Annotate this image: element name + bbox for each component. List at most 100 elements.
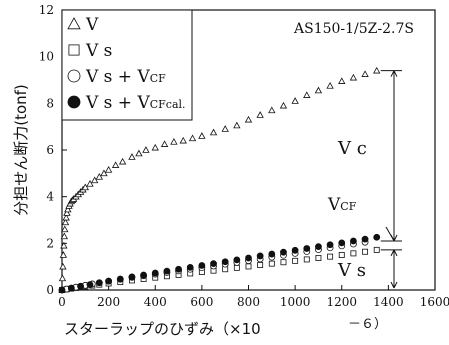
data-point-square bbox=[327, 253, 334, 260]
data-point-triangle bbox=[60, 232, 69, 240]
vc-arrow-top bbox=[390, 70, 395, 77]
data-point-square bbox=[373, 246, 380, 253]
data-point-square bbox=[362, 248, 369, 255]
series-triangle bbox=[58, 66, 381, 293]
data-point-square bbox=[315, 255, 322, 261]
data-point-triangle bbox=[361, 70, 369, 77]
annotation-vcf-subscript: CF bbox=[340, 200, 356, 213]
data-point-circle-filled bbox=[373, 233, 381, 241]
data-point-circle-filled bbox=[198, 262, 206, 269]
y-tick-label: 12 bbox=[39, 3, 54, 17]
data-point-triangle bbox=[59, 262, 67, 270]
y-axis-label: 分担せん断力(tonf) bbox=[12, 84, 30, 216]
y-tick-label: 2 bbox=[46, 236, 54, 250]
data-point-circle-filled bbox=[268, 250, 276, 258]
x-axis-label: スターラップのひずみ（×10 bbox=[64, 320, 261, 338]
data-point-square bbox=[268, 260, 275, 267]
data-point-triangle bbox=[61, 218, 70, 226]
data-point-circle-filled bbox=[350, 237, 357, 245]
y-tick-label: 10 bbox=[39, 50, 54, 64]
data-point-circle-filled bbox=[151, 269, 159, 277]
legend-marker-triangle bbox=[67, 17, 81, 30]
data-point-circle-filled bbox=[303, 245, 311, 252]
annotation-vcf: VCF bbox=[327, 195, 357, 215]
data-point-triangle bbox=[60, 241, 68, 249]
data-point-circle-filled bbox=[338, 239, 346, 247]
annotation-vc: V c bbox=[337, 138, 367, 159]
data-point-triangle bbox=[198, 132, 206, 139]
data-point-circle-filled bbox=[128, 273, 136, 281]
legend-marker-square bbox=[68, 44, 80, 56]
data-point-triangle bbox=[244, 115, 253, 123]
data-point-triangle bbox=[86, 180, 94, 187]
legend-box bbox=[61, 9, 193, 121]
vc-arrow-bottom-2 bbox=[393, 234, 398, 242]
data-point-square bbox=[303, 256, 310, 263]
data-point-circle-filled bbox=[221, 258, 229, 266]
data-point-triangle bbox=[314, 86, 323, 94]
x-tick-label: 1600 bbox=[420, 295, 449, 309]
chart-title: AS150-1/5Z-2.7S bbox=[293, 21, 414, 37]
data-point-triangle bbox=[268, 106, 276, 114]
data-point-circle-filled bbox=[116, 275, 124, 283]
data-point-square bbox=[280, 259, 287, 266]
data-point-triangle bbox=[59, 251, 68, 258]
data-point-triangle bbox=[111, 161, 120, 168]
data-point-square bbox=[292, 257, 299, 264]
y-tick-label: 6 bbox=[46, 143, 54, 157]
vc-arrow-top-2 bbox=[393, 70, 398, 77]
legend-label-subscript: CFcal. bbox=[150, 98, 186, 111]
y-tick-label: 8 bbox=[46, 96, 54, 110]
x-tick-label: 800 bbox=[237, 295, 260, 309]
data-point-triangle bbox=[209, 128, 218, 136]
vs-arrow-top bbox=[390, 249, 395, 257]
data-point-triangle bbox=[58, 274, 67, 282]
data-point-circle-filled bbox=[361, 235, 369, 243]
data-point-square bbox=[338, 252, 345, 258]
x-tick-label: 200 bbox=[97, 295, 120, 309]
legend-label: V bbox=[85, 15, 99, 35]
x-tick-label: 400 bbox=[144, 295, 167, 309]
data-point-circle-filled bbox=[210, 260, 217, 268]
data-point-circle-filled bbox=[280, 248, 287, 256]
data-point-triangle bbox=[64, 205, 72, 213]
data-point-triangle bbox=[338, 77, 346, 84]
vs-arrow-top-2 bbox=[393, 249, 398, 257]
x-axis-label-exponent: －６） bbox=[348, 317, 387, 332]
data-point-circle-filled bbox=[86, 281, 94, 289]
data-point-triangle bbox=[100, 169, 108, 177]
data-point-circle-filled bbox=[67, 284, 75, 292]
data-point-triangle bbox=[256, 111, 264, 118]
legend-marker-circle-open bbox=[67, 69, 81, 83]
x-tick-label: 0 bbox=[58, 295, 66, 309]
data-point-triangle bbox=[95, 173, 103, 180]
data-point-circle-filled bbox=[245, 254, 252, 262]
x-tick-label: 1400 bbox=[373, 295, 404, 309]
data-point-triangle bbox=[170, 138, 178, 145]
data-point-triangle bbox=[326, 82, 334, 89]
x-tick-label: 600 bbox=[190, 295, 213, 309]
data-point-circle-filled bbox=[233, 256, 241, 264]
data-point-circle-filled bbox=[95, 279, 103, 287]
data-point-triangle bbox=[188, 134, 197, 142]
legend: V V s V s + VCF V s + VCFcal. bbox=[61, 9, 193, 121]
data-point-triangle bbox=[90, 176, 99, 184]
data-point-triangle bbox=[63, 209, 71, 216]
data-point-circle-filled bbox=[58, 286, 66, 294]
data-point-circle-filled bbox=[186, 263, 194, 271]
data-point-triangle bbox=[279, 101, 288, 109]
data-point-circle-filled bbox=[291, 246, 299, 254]
legend-label-subscript: CF bbox=[150, 72, 166, 85]
data-point-triangle bbox=[179, 136, 187, 144]
data-point-triangle bbox=[221, 125, 229, 132]
data-point-triangle bbox=[142, 146, 150, 153]
y-tick-label: 0 bbox=[46, 283, 54, 297]
data-point-triangle bbox=[291, 97, 299, 104]
vs-arrow-bottom bbox=[390, 281, 395, 289]
legend-marker-circle-filled bbox=[67, 95, 81, 109]
data-point-triangle bbox=[135, 149, 143, 157]
data-point-triangle bbox=[233, 121, 241, 129]
data-point-triangle bbox=[349, 73, 358, 81]
data-point-circle-filled bbox=[77, 282, 85, 290]
